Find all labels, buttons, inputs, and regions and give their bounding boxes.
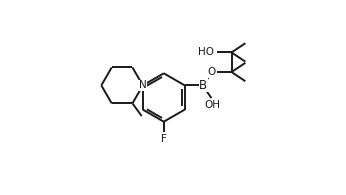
Text: HO: HO (198, 47, 214, 58)
Text: O: O (208, 67, 216, 77)
Text: N: N (139, 80, 147, 90)
Text: F: F (161, 134, 167, 144)
Text: OH: OH (204, 100, 220, 110)
Text: B: B (199, 79, 207, 92)
